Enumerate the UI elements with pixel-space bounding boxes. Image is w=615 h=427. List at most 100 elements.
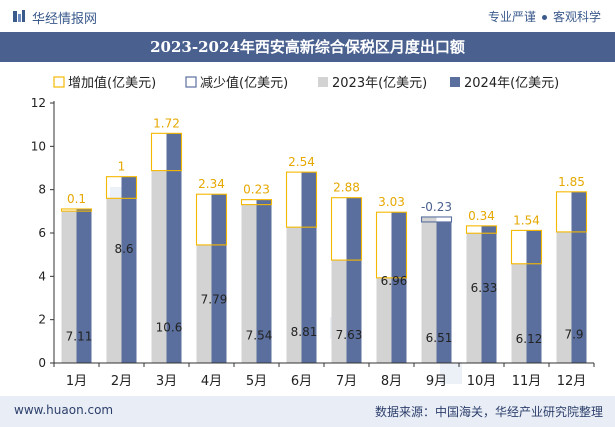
title-band xyxy=(0,32,615,62)
y-tick-label-3: 6 xyxy=(38,226,46,240)
footer-url[interactable]: www.huaon.com xyxy=(14,403,114,417)
decrease-box-9 xyxy=(420,216,453,223)
change-label-10: 0.34 xyxy=(468,209,495,223)
bar-2023-7 xyxy=(331,260,347,363)
legend-swatch-1 xyxy=(53,76,65,88)
change-label-8: 3.03 xyxy=(378,195,405,209)
top-bar: 华经情报网 专业严谨 客观科学 xyxy=(0,0,615,32)
bar-2023-6 xyxy=(286,227,302,363)
x-axis: 1月 2月 3月 4月 5月 6月 7月 8月 9月 10月 11月 12月 xyxy=(53,362,595,389)
x-tick-label-12: 12月 xyxy=(557,374,587,389)
bar-2024-9 xyxy=(436,221,452,363)
legend-label-4: 2024年(亿美元) xyxy=(464,76,559,91)
change-label-12: 1.85 xyxy=(558,175,585,189)
increase-box-7 xyxy=(330,197,363,261)
x-tick-label-8: 8月 xyxy=(381,374,402,389)
tagline: 专业严谨 客观科学 xyxy=(488,8,601,25)
huajing-logo-icon xyxy=(13,10,25,22)
increase-box-4 xyxy=(195,193,228,246)
legend-label-3: 2023年(亿美元) xyxy=(332,76,427,91)
bar-2024-2 xyxy=(121,176,137,363)
bar-2024-1 xyxy=(76,208,92,363)
bar-2023-10 xyxy=(466,233,482,363)
legend-swatch-2 xyxy=(185,76,197,88)
bar-2024-12 xyxy=(571,191,587,363)
increase-box-10 xyxy=(465,225,498,234)
change-label-2: 1 xyxy=(118,160,126,174)
legend-label-1: 增加值(亿美元) xyxy=(68,75,156,91)
value-label-11: 6.12 xyxy=(516,332,543,346)
bar-2023-4 xyxy=(196,244,212,363)
increase-box-3 xyxy=(150,132,183,172)
increase-box-1 xyxy=(60,208,93,212)
bar-2024-8 xyxy=(391,212,407,363)
legend-label-2: 减少值(亿美元) xyxy=(200,75,288,91)
bar-chart: 增加值(亿美元) 减少值(亿美元) 2023年(亿美元) 2024年(亿美元) 0 2 4… xyxy=(31,75,595,389)
increase-box-6 xyxy=(285,171,318,228)
tagline-left: 专业严谨 xyxy=(487,10,536,24)
x-tick-label-6: 6月 xyxy=(291,374,312,389)
change-label-6: 2.54 xyxy=(288,155,315,169)
change-label-11: 1.54 xyxy=(513,213,540,227)
brand-name: 华经情报网 xyxy=(32,12,98,27)
value-label-9: 6.51 xyxy=(426,331,453,345)
legend-swatch-4 xyxy=(450,77,460,87)
value-label-7: 7.63 xyxy=(336,328,363,342)
value-label-5: 7.54 xyxy=(246,328,273,342)
x-tick-label-2: 2月 xyxy=(111,374,132,389)
x-tick-label-4: 4月 xyxy=(201,374,222,389)
value-label-2: 8.6 xyxy=(114,242,133,256)
bar-2024-10 xyxy=(481,225,497,363)
value-label-3: 10.6 xyxy=(156,320,183,334)
change-label-1: 0.1 xyxy=(67,192,86,206)
change-label-3: 1.72 xyxy=(153,116,180,130)
x-tick-label-10: 10月 xyxy=(467,374,497,389)
data-labels: 0.1 7.11 1 8.6 1.72 10.6 2.34 7.79 0.23 7.54 2.54 8… xyxy=(66,116,585,346)
value-label-1: 7.11 xyxy=(66,330,93,344)
value-label-10: 6.33 xyxy=(471,281,498,295)
y-tick-label-6: 12 xyxy=(31,96,46,110)
change-label-5: 0.23 xyxy=(243,183,270,197)
increase-box-12 xyxy=(555,191,588,233)
value-label-6: 8.81 xyxy=(291,325,318,339)
increase-box-8 xyxy=(375,211,408,279)
y-tick-label-5: 10 xyxy=(31,139,46,153)
value-label-8: 6.96 xyxy=(381,274,408,288)
footer-source: 数据来源：中国海关，华经产业研究院整理 xyxy=(374,405,603,419)
chart-legend: 增加值(亿美元) 减少值(亿美元) 2023年(亿美元) 2024年(亿美元) xyxy=(53,75,559,91)
x-tick-label-9: 9月 xyxy=(426,374,447,389)
bar-2023-11 xyxy=(511,263,527,363)
bar-2023-3 xyxy=(151,170,167,363)
increase-box-11 xyxy=(510,229,543,265)
tagline-right: 客观科学 xyxy=(552,10,601,24)
increase-box-2 xyxy=(105,176,138,199)
footer-band xyxy=(0,396,615,427)
increase-box-5 xyxy=(240,199,273,206)
y-tick-label-4: 8 xyxy=(38,183,46,197)
y-tick-label-1: 2 xyxy=(38,313,46,327)
bars xyxy=(60,132,588,363)
x-tick-label-5: 5月 xyxy=(246,374,267,389)
chart-title: 2023-2024年西安高新综合保税区月度出口额 xyxy=(150,38,465,56)
x-tick-label-3: 3月 xyxy=(156,374,177,389)
bar-2024-4 xyxy=(211,194,227,363)
change-label-7: 2.88 xyxy=(333,181,360,195)
y-tick-label-2: 4 xyxy=(38,269,46,283)
x-tick-label-7: 7月 xyxy=(336,374,357,389)
x-tick-label-11: 11月 xyxy=(512,374,542,389)
bar-2024-7 xyxy=(346,197,362,363)
bar-2023-2 xyxy=(106,198,122,363)
bar-2024-6 xyxy=(301,172,317,363)
value-label-4: 7.79 xyxy=(201,292,228,306)
watermark-logo-icon xyxy=(440,362,462,384)
bar-2024-5 xyxy=(256,199,272,363)
bar-2024-3 xyxy=(166,133,182,363)
legend-swatch-3 xyxy=(318,77,328,87)
value-label-12: 7.9 xyxy=(564,327,583,341)
bar-2023-12 xyxy=(556,231,572,363)
tagline-dot-icon xyxy=(541,15,547,20)
change-label-9: -0.23 xyxy=(421,200,452,214)
y-tick-label-0: 0 xyxy=(38,356,46,370)
bar-2023-1 xyxy=(61,211,77,363)
change-label-4: 2.34 xyxy=(198,177,225,191)
